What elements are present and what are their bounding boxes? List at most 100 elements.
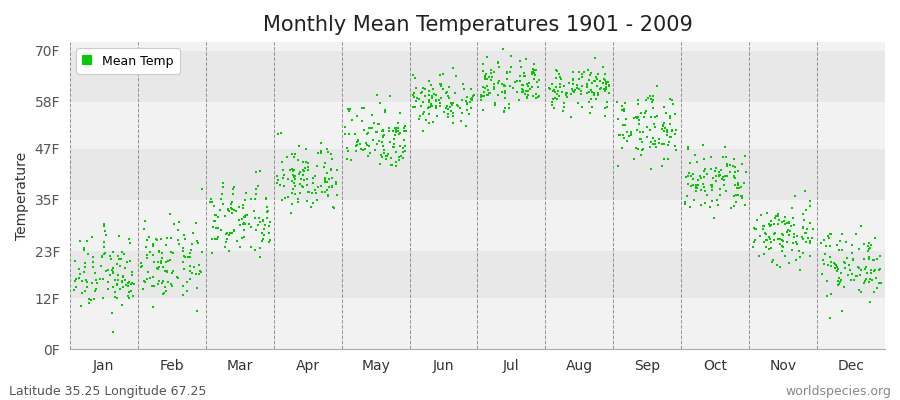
Point	[157, 290, 171, 296]
Point	[99, 232, 113, 238]
Point	[487, 69, 501, 75]
Point	[727, 173, 742, 179]
Point	[138, 278, 152, 285]
Point	[657, 156, 671, 162]
Point	[818, 243, 832, 250]
Point	[668, 143, 682, 150]
Point	[814, 271, 829, 277]
Point	[768, 215, 782, 221]
Point	[124, 287, 139, 294]
Point	[80, 278, 94, 285]
Point	[351, 137, 365, 144]
Point	[202, 198, 217, 205]
Point	[391, 120, 405, 126]
Point	[552, 70, 566, 77]
Point	[171, 274, 185, 281]
Point	[391, 125, 405, 132]
Point	[350, 113, 365, 120]
Point	[285, 190, 300, 196]
Point	[508, 78, 522, 85]
Point	[822, 235, 836, 242]
Point	[73, 271, 87, 277]
Point	[636, 146, 651, 152]
Point	[526, 93, 540, 100]
Point	[84, 296, 98, 303]
Point	[362, 143, 376, 150]
Point	[525, 68, 539, 75]
Point	[318, 160, 332, 166]
Point	[832, 275, 846, 281]
Point	[434, 83, 448, 90]
Point	[76, 268, 91, 275]
Point	[731, 168, 745, 174]
Point	[389, 128, 403, 135]
Point	[418, 85, 432, 92]
Point	[670, 147, 684, 153]
Point	[93, 276, 107, 282]
Point	[587, 92, 601, 98]
Point	[796, 217, 811, 223]
Point	[408, 104, 422, 110]
Point	[298, 164, 312, 171]
Point	[286, 172, 301, 178]
Point	[516, 87, 530, 93]
Point	[287, 172, 302, 179]
Point	[224, 210, 238, 216]
Point	[183, 276, 197, 283]
Point	[557, 103, 572, 110]
Point	[646, 93, 661, 99]
Point	[94, 252, 109, 259]
Point	[796, 236, 811, 242]
Point	[263, 219, 277, 225]
Point	[771, 236, 786, 242]
Point	[596, 80, 610, 86]
Point	[765, 259, 779, 266]
Point	[445, 102, 459, 108]
Point	[731, 180, 745, 186]
Point	[460, 107, 474, 113]
Point	[705, 182, 719, 188]
Point	[817, 261, 832, 268]
Point	[768, 230, 782, 236]
Point	[633, 129, 647, 135]
Point	[238, 214, 253, 220]
Point	[654, 163, 669, 170]
Point	[318, 178, 332, 185]
Point	[436, 71, 450, 77]
Point	[842, 262, 857, 269]
Point	[96, 251, 111, 257]
Point	[440, 110, 454, 117]
Point	[590, 92, 605, 99]
Point	[823, 254, 837, 260]
Point	[244, 195, 258, 202]
Point	[549, 68, 563, 74]
Point	[72, 275, 86, 282]
Point	[639, 96, 653, 103]
Point	[759, 231, 773, 237]
Point	[361, 130, 375, 136]
Point	[482, 90, 496, 96]
Point	[516, 89, 530, 95]
Point	[414, 90, 428, 96]
Point	[146, 304, 160, 311]
Point	[464, 94, 479, 101]
Point	[67, 286, 81, 293]
Point	[776, 243, 790, 250]
Point	[629, 145, 643, 151]
Point	[634, 152, 648, 158]
Point	[222, 230, 237, 236]
Point	[647, 141, 662, 148]
Point	[154, 236, 168, 242]
Point	[772, 235, 787, 242]
Point	[689, 188, 704, 195]
Point	[365, 137, 380, 144]
Point	[640, 124, 654, 130]
Point	[276, 167, 291, 173]
Point	[584, 96, 598, 103]
Point	[349, 143, 364, 150]
Point	[629, 114, 643, 120]
Point	[226, 190, 240, 197]
Point	[491, 79, 505, 86]
Point	[74, 302, 88, 309]
Point	[137, 226, 151, 232]
